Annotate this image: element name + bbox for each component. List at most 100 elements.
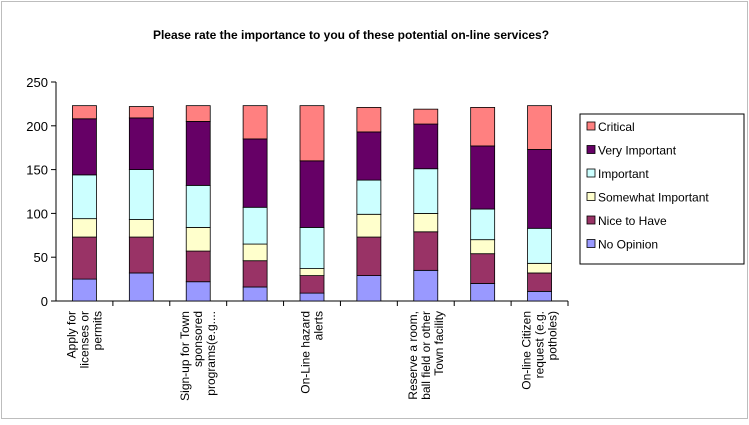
bar-segment-very-important	[470, 145, 496, 210]
bar-segment-critical	[128, 106, 154, 119]
bar-segment-no-opinion	[470, 283, 496, 302]
y-tick-label: 200	[26, 119, 48, 134]
bar-segment-critical	[299, 105, 325, 162]
bar-segment-very-important	[242, 138, 268, 208]
x-tick-label-line: alerts	[312, 311, 326, 340]
bar-segment-no-opinion	[72, 278, 97, 302]
x-tick-label-line: Sign-up for Town	[178, 311, 192, 401]
x-tick-label: Apply for licenses or permits	[64, 311, 104, 368]
bar-segment-somewhat-important	[242, 243, 268, 262]
bar-segment-very-important	[128, 117, 154, 170]
bar-segment-nice-to-have	[299, 275, 325, 294]
bar-segment-somewhat-important	[72, 218, 97, 238]
bar-segment-no-opinion	[242, 286, 268, 302]
legend-swatch	[586, 121, 596, 131]
legend-swatch	[586, 192, 596, 201]
legend-label: Somewhat Important	[598, 191, 709, 205]
legend-item-nice-to-have: Nice to Have	[586, 214, 667, 228]
bar-segment-critical	[413, 108, 439, 125]
legend-label: No Opinion	[598, 238, 658, 252]
x-axis-labels: Apply for licenses or permits Sign-up for T…	[64, 311, 559, 401]
bar-segment-important	[470, 208, 496, 241]
x-tick-label-line: Reserve a room,	[406, 311, 420, 400]
legend: Critical Very Important Important Somewhat …	[579, 113, 745, 265]
bar-segment-somewhat-important	[413, 212, 439, 233]
bar-segment-somewhat-important	[356, 213, 382, 238]
bar-segment-nice-to-have	[527, 272, 552, 292]
bar-segment-no-opinion	[299, 292, 325, 302]
bar-segment-somewhat-important	[185, 227, 211, 252]
x-tick-label: Sign-up for Town sponsored programs(e.g...…	[178, 311, 218, 401]
x-tick-label-line: Apply for	[64, 311, 78, 358]
bar-segment-no-opinion	[356, 275, 382, 302]
x-tick-label-line: On-Line hazard	[299, 311, 313, 394]
bars	[72, 105, 552, 302]
bar-segment-nice-to-have	[185, 250, 211, 283]
legend-box	[579, 113, 745, 265]
chart-title: Please rate the importance to you of the…	[153, 28, 549, 42]
bar-segment-important	[185, 184, 211, 228]
x-tick-label-line: potholes)	[546, 311, 560, 360]
bar-segment-very-important	[185, 121, 211, 186]
legend-swatch	[586, 168, 596, 178]
bar-segment-critical	[72, 105, 97, 120]
bar-segment-somewhat-important	[470, 239, 496, 255]
bar-segment-very-important	[527, 149, 552, 229]
bar-segment-critical	[527, 105, 552, 150]
bar-segment-nice-to-have	[128, 236, 154, 274]
y-tick-label: 100	[26, 206, 48, 221]
bar-segment-very-important	[72, 118, 97, 176]
bar-segment-very-important	[413, 123, 439, 170]
legend-swatch	[586, 145, 596, 154]
bar-segment-somewhat-important	[128, 219, 154, 238]
bar-segment-very-important	[356, 131, 382, 181]
bar-segment-critical	[185, 105, 211, 122]
bar-segment-important	[356, 179, 382, 215]
bar-segment-critical	[470, 107, 496, 147]
legend-label: Very Important	[598, 144, 677, 158]
bar-segment-important	[299, 227, 325, 269]
bar-segment-somewhat-important	[299, 268, 325, 276]
x-tick-label-line: ball field or other	[419, 311, 433, 400]
bar-segment-nice-to-have	[470, 253, 496, 284]
legend-label: Critical	[598, 120, 635, 134]
x-tick-label-line: On-line Citizen	[520, 311, 534, 390]
bar-segment-nice-to-have	[72, 236, 97, 280]
x-tick-label-line: programs(e.g....	[204, 311, 218, 396]
y-tick-label: 0	[41, 294, 48, 309]
bar-segment-somewhat-important	[527, 262, 552, 274]
legend-swatch	[586, 239, 596, 248]
x-tick-label: Reserve a room, ball field or other Town f…	[406, 311, 446, 400]
legend-item-critical: Critical	[586, 120, 635, 134]
y-tick-label: 150	[26, 163, 48, 178]
bar-segment-important	[527, 227, 552, 264]
x-tick-label-line: licenses or	[77, 311, 91, 368]
y-tick-label: 50	[34, 250, 48, 265]
bar-segment-nice-to-have	[413, 231, 439, 271]
bar-segment-nice-to-have	[242, 260, 268, 288]
bar-segment-important	[128, 169, 154, 220]
bar-segment-critical	[356, 107, 382, 133]
bar-segment-very-important	[299, 160, 325, 228]
legend-item-important: Important	[586, 167, 649, 181]
x-tick-label-line: sponsored	[191, 311, 205, 367]
legend-item-very-important: Very Important	[586, 144, 677, 158]
legend-label: Important	[598, 167, 649, 181]
bar-segment-no-opinion	[527, 290, 552, 302]
x-tick-label-line: permits	[90, 311, 104, 350]
legend-item-no-opinion: No Opinion	[586, 238, 658, 252]
bar-segment-important	[72, 174, 97, 220]
legend-item-somewhat-important: Somewhat Important	[586, 191, 709, 205]
bar-segment-no-opinion	[128, 272, 154, 302]
legend-swatch	[586, 215, 596, 225]
x-tick-label: On-line Citizen request (e.g. potholes)	[520, 311, 560, 390]
x-tick-label-line: request (e.g.	[533, 311, 547, 378]
legend-label: Nice to Have	[598, 214, 667, 228]
bar-segment-nice-to-have	[356, 236, 382, 276]
y-tick-label: 250	[26, 75, 48, 90]
x-tick-label: On-Line hazard alerts	[299, 311, 326, 394]
x-tick-label-line: Town facility	[432, 311, 446, 376]
bar-segment-no-opinion	[185, 281, 211, 302]
